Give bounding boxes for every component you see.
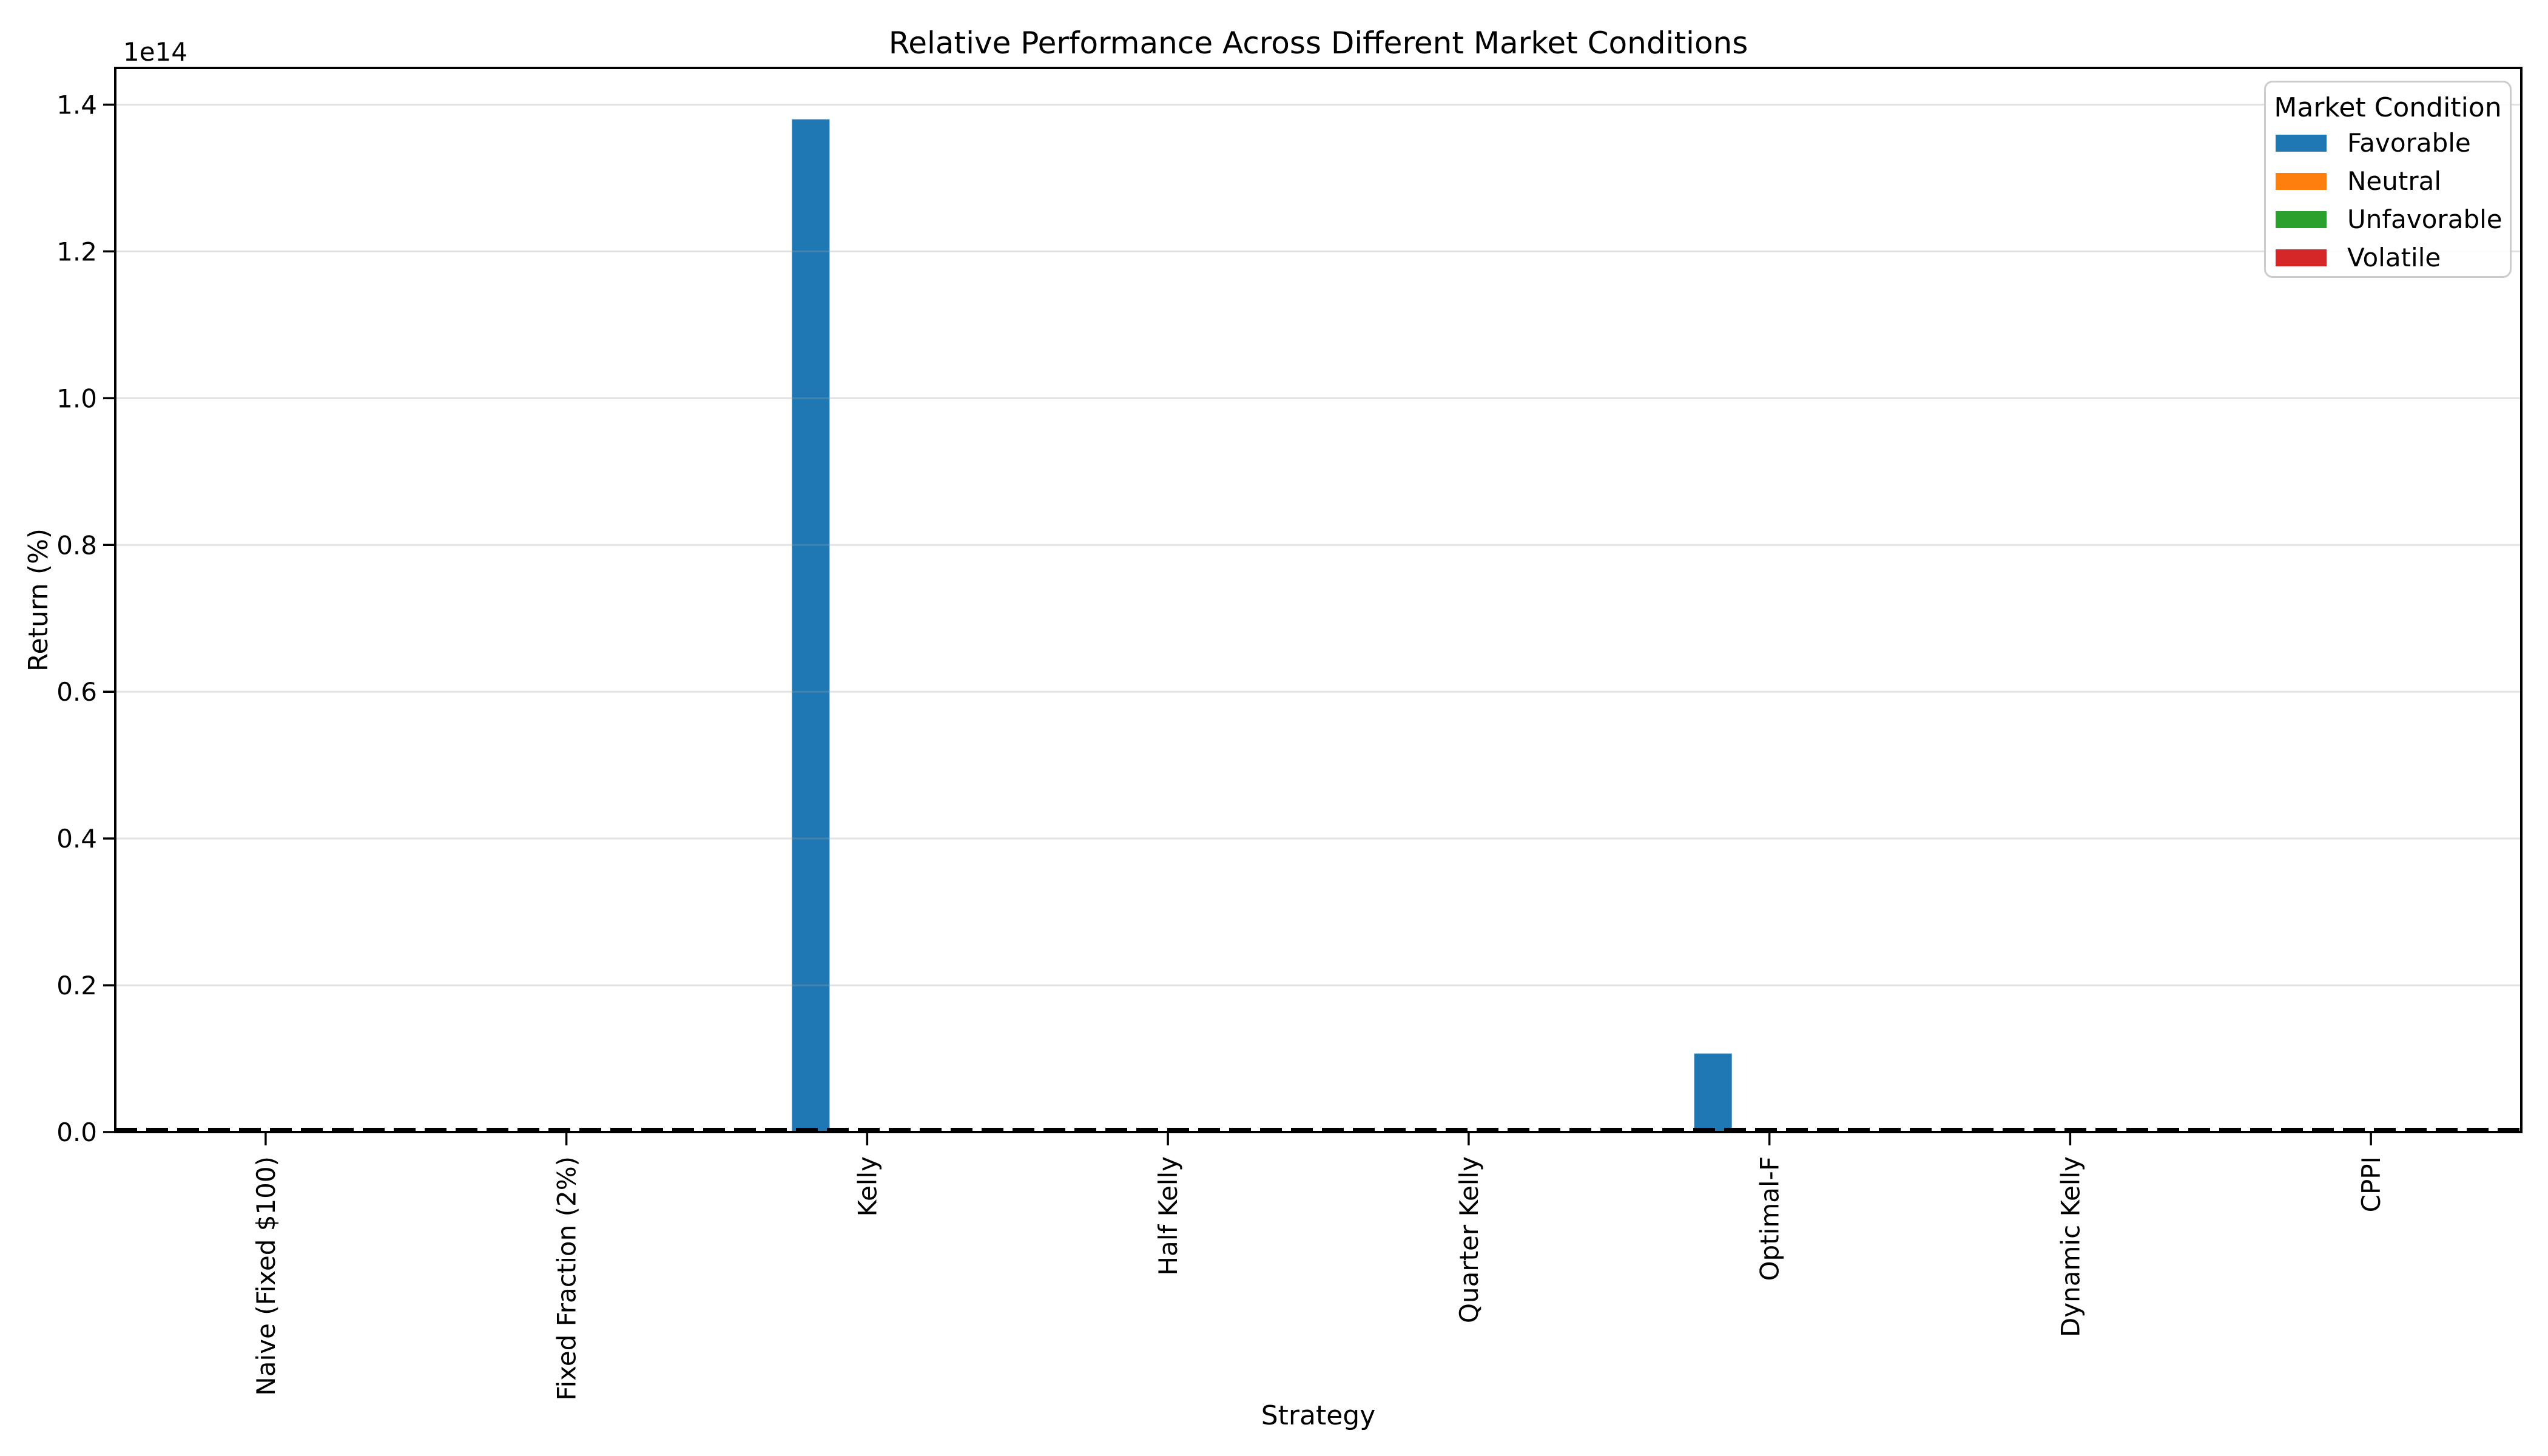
legend-item-unfavorable: Unfavorable xyxy=(2266,200,2510,238)
legend-swatch-neutral xyxy=(2276,172,2327,190)
y-tick-label: 0.6 xyxy=(56,677,97,707)
y-tick-label: 1.4 xyxy=(56,90,97,120)
x-tick-label: CPPI xyxy=(2356,1156,2386,1212)
y-tick-label: 0.8 xyxy=(56,530,97,560)
x-tick-label: Optimal-F xyxy=(1755,1156,1785,1281)
x-tick-label: Dynamic Kelly xyxy=(2055,1156,2085,1337)
x-axis-label: Strategy xyxy=(1261,1400,1376,1431)
y-tick-label: 0.0 xyxy=(56,1117,97,1147)
x-tick-label: Kelly xyxy=(852,1156,882,1216)
bar-favorable-optimal-f xyxy=(1694,1053,1732,1132)
legend-label: Neutral xyxy=(2347,166,2442,196)
y-ticks: 0.0 0.2 0.4 0.6 0.8 1.0 1.2 1.4 xyxy=(56,90,115,1147)
legend-item-volatile: Volatile xyxy=(2266,238,2510,277)
legend-label: Favorable xyxy=(2347,128,2471,158)
y-tick-label: 1.0 xyxy=(56,383,97,413)
legend-label: Volatile xyxy=(2347,243,2441,272)
legend-swatch-unfavorable xyxy=(2276,211,2327,228)
y-tick-label: 1.2 xyxy=(56,237,97,266)
legend-title: Market Condition xyxy=(2274,92,2502,123)
x-tick-label: Naive (Fixed $100) xyxy=(251,1156,281,1396)
x-tick-label: Half Kelly xyxy=(1153,1156,1183,1276)
grid-layer xyxy=(115,103,2521,986)
x-ticks: Naive (Fixed $100) Fixed Fraction (2%) Kel… xyxy=(251,1132,2386,1401)
legend-items: Favorable Neutral Unfavorable Volatile xyxy=(2266,124,2510,277)
y-axis-label: Return (%) xyxy=(23,528,54,672)
chart-title: Relative Performance Across Different Ma… xyxy=(889,25,1748,61)
legend-swatch-volatile xyxy=(2276,249,2327,266)
x-tick-label: Quarter Kelly xyxy=(1454,1156,1484,1323)
legend: Market Condition Favorable Neutral Unfavor… xyxy=(2264,81,2512,278)
legend-swatch-favorable xyxy=(2276,134,2327,152)
bar-favorable-kelly xyxy=(792,119,830,1132)
legend-item-favorable: Favorable xyxy=(2266,124,2510,162)
x-tick-label: Fixed Fraction (2%) xyxy=(552,1156,582,1401)
y-tick-label: 0.2 xyxy=(56,971,97,1000)
y-axis-offset-text: 1e14 xyxy=(123,37,187,67)
legend-label: Unfavorable xyxy=(2347,204,2502,234)
legend-item-neutral: Neutral xyxy=(2266,162,2510,200)
bars-layer xyxy=(792,119,1732,1132)
axes-spines xyxy=(114,67,2523,1133)
y-tick-label: 0.4 xyxy=(56,824,97,854)
